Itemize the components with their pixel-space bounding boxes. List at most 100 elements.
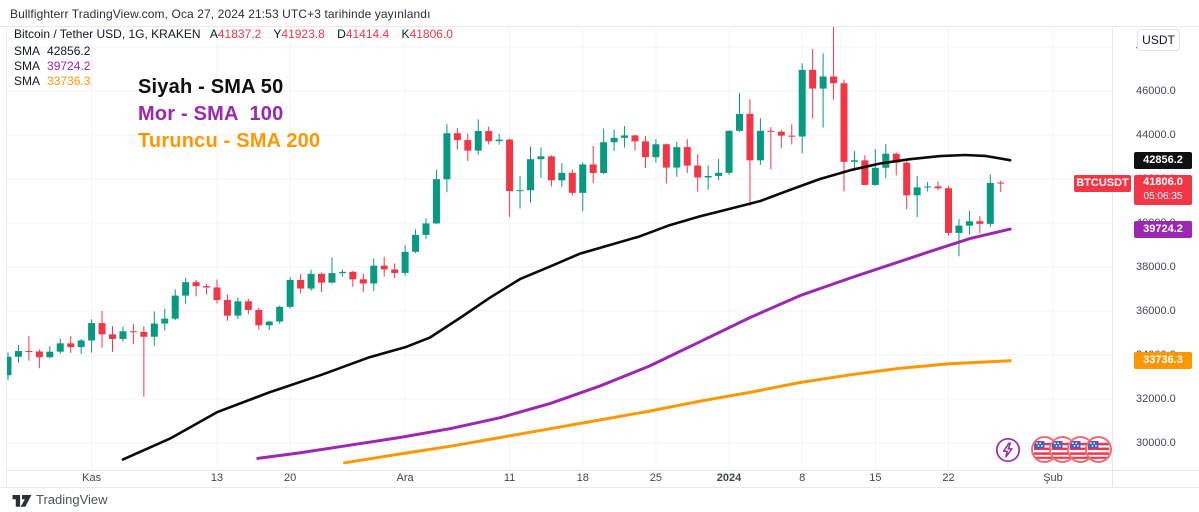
sma100-legend: SMA 39724.2 [14, 59, 91, 73]
candle [432, 169, 440, 224]
candle [265, 320, 273, 331]
candle [297, 274, 305, 294]
candle [380, 256, 388, 277]
candle [641, 136, 649, 168]
candle [422, 218, 430, 240]
candle [443, 124, 451, 193]
candle [77, 338, 85, 354]
candle [558, 163, 566, 187]
candle [98, 311, 106, 348]
candle [7, 352, 12, 381]
candle [14, 344, 22, 363]
candle [192, 279, 200, 297]
time-axis-separator [7, 470, 1199, 471]
candle [67, 336, 75, 353]
candle [35, 349, 43, 369]
candle [359, 273, 367, 293]
price-tick-label: 36000.0 [1136, 305, 1176, 317]
time-tick-label: Ara [396, 472, 414, 484]
currency-toggle-button[interactable]: USDT [1137, 29, 1180, 51]
candle [349, 270, 357, 287]
candle [903, 159, 911, 210]
candle [965, 210, 973, 235]
candle [527, 146, 534, 203]
candle [161, 308, 169, 331]
candle [662, 143, 670, 184]
candle [119, 326, 127, 342]
footer-divider [0, 487, 1199, 488]
flag-reactions[interactable] [1031, 436, 1112, 463]
sma50-legend: SMA 42856.2 [14, 44, 91, 58]
price-tick-label: 32000.0 [1136, 393, 1176, 405]
candle [495, 133, 503, 145]
candle [129, 323, 137, 344]
time-tick-label: 8 [799, 472, 806, 484]
candle [203, 283, 211, 295]
candle [401, 245, 409, 276]
candle [683, 139, 691, 174]
candle [109, 326, 116, 352]
price-tick-label: 38000.0 [1136, 261, 1176, 273]
candle [223, 294, 231, 321]
candle [391, 263, 399, 278]
candle [777, 129, 785, 148]
time-tick-label: 15 [869, 472, 882, 484]
candle [621, 125, 629, 148]
candle [516, 176, 524, 209]
footer-brand: TradingView [36, 492, 108, 507]
candle [986, 174, 994, 228]
candle [537, 147, 545, 178]
candle [892, 152, 900, 176]
candle [924, 182, 932, 192]
candle [150, 311, 158, 346]
time-tick-label: 25 [649, 472, 663, 484]
candle [850, 151, 858, 170]
candle [694, 154, 702, 192]
candle [830, 27, 838, 100]
candle [56, 338, 64, 354]
time-tick-label: 13 [210, 472, 224, 484]
price-tick-label: 44000.0 [1136, 129, 1176, 141]
sma50-price-badge: 42856.2 [1134, 151, 1192, 169]
bar-countdown: 05:06:35 [1143, 191, 1183, 203]
candle [955, 219, 963, 257]
overlay-line [121, 153, 1012, 461]
candle [568, 169, 576, 196]
time-tick-label: 18 [576, 472, 589, 484]
candle [244, 298, 252, 315]
ohlc-low: D41414.4 [337, 27, 390, 41]
candle [652, 139, 660, 163]
candle [631, 134, 639, 151]
boost-button[interactable] [995, 437, 1021, 463]
candle [600, 128, 608, 175]
candle [840, 79, 848, 192]
candle [46, 345, 54, 359]
candle [370, 258, 378, 292]
candle [328, 257, 336, 284]
candle [318, 272, 325, 292]
candle [276, 305, 284, 324]
candle [798, 63, 806, 154]
candle [861, 155, 869, 186]
candle [589, 146, 597, 183]
sma200-legend: SMA 33736.3 [14, 74, 91, 88]
candle [506, 138, 514, 217]
candle [945, 185, 952, 236]
candle [213, 279, 221, 304]
candle [286, 277, 294, 309]
candle [976, 216, 984, 234]
ohlc-high: Y41923.8 [273, 27, 325, 41]
candle [453, 128, 461, 150]
overlay-line [256, 227, 1012, 460]
candle [871, 149, 879, 186]
candle [464, 133, 472, 161]
candle [88, 319, 96, 353]
candle [715, 158, 723, 180]
candle [767, 127, 775, 170]
last-price-badge: 41806.0 05:06:35 [1134, 175, 1192, 206]
symbol-title: Bitcoin / Tether USD, 1G, KRAKEN [14, 27, 201, 41]
candle [704, 165, 712, 190]
candle [171, 289, 179, 321]
